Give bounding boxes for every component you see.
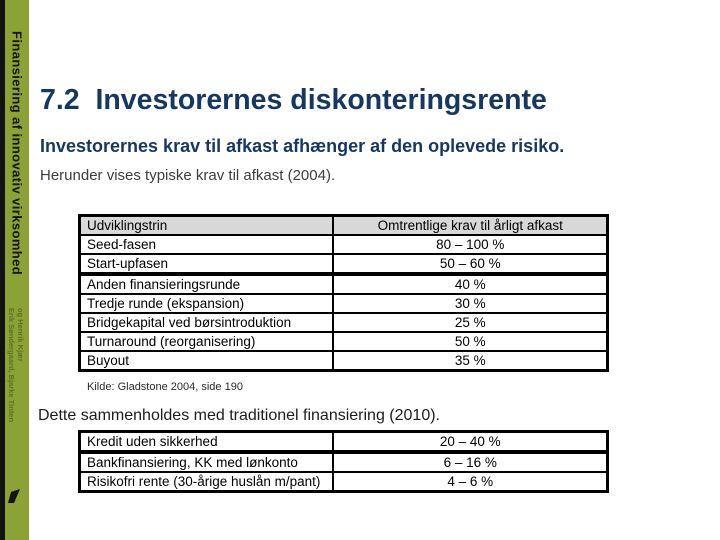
table-row: Risikofri rente (30-årige huslån m/pant)… bbox=[78, 471, 609, 493]
left-edge-bar bbox=[0, 0, 5, 540]
row-value: 4 – 6 % bbox=[332, 471, 609, 493]
row-value: 50 – 60 % bbox=[332, 253, 609, 276]
column-header-afkast: Omtrentlige krav til årligt afkast bbox=[332, 214, 609, 236]
table-row: Anden finansieringsrunde 40 % bbox=[78, 273, 609, 295]
row-value: 30 % bbox=[332, 293, 609, 314]
row-label: Bankfinansiering, KK med lønkonto bbox=[78, 451, 335, 473]
afkast-table: Udviklingstrin Omtrentlige krav til årli… bbox=[78, 214, 609, 372]
row-label: Buyout bbox=[78, 350, 335, 372]
row-label: Seed-fasen bbox=[78, 234, 335, 255]
finansiering-table: Kredit uden sikkerhed 20 – 40 % Bankfinans… bbox=[78, 430, 609, 493]
table-row: Bankfinansiering, KK med lønkonto 6 – 16 … bbox=[78, 451, 609, 473]
row-value: 80 – 100 % bbox=[332, 234, 609, 255]
row-label: Bridgekapital ved børsintroduktion bbox=[78, 312, 335, 333]
row-value: 35 % bbox=[332, 350, 609, 372]
note-text: Herunder vises typiske krav til afkast (… bbox=[40, 167, 336, 184]
source-line: Kilde: Gladstone 2004, side 190 bbox=[87, 381, 243, 393]
lead-text: Investorernes krav til afkast afhænger a… bbox=[40, 136, 565, 156]
sidebar-authors-line1: Erik Søndergaard, Bjarke Tinten bbox=[7, 308, 16, 423]
sidebar-book-title-text: Finansiering af innovativ virksomhed bbox=[9, 31, 25, 276]
row-label: Anden finansieringsrunde bbox=[78, 273, 335, 295]
table-row: Seed-fasen 80 – 100 % bbox=[78, 234, 609, 255]
table-row: Turnaround (reorganisering) 50 % bbox=[78, 331, 609, 352]
table-row: Tredje runde (ekspansion) 30 % bbox=[78, 293, 609, 314]
row-value: 50 % bbox=[332, 331, 609, 352]
table-row: Kredit uden sikkerhed 20 – 40 % bbox=[78, 430, 609, 454]
sidebar bbox=[5, 0, 29, 540]
row-label: Kredit uden sikkerhed bbox=[78, 430, 335, 454]
table-header-row: Udviklingstrin Omtrentlige krav til årli… bbox=[78, 214, 609, 236]
table-row: Buyout 35 % bbox=[78, 350, 609, 372]
row-label: Start-upfasen bbox=[78, 253, 335, 276]
sidebar-book-title: Finansiering af innovativ virksomhed bbox=[5, 31, 29, 275]
column-header-udviklingstrin: Udviklingstrin bbox=[78, 214, 335, 236]
row-value: 40 % bbox=[332, 273, 609, 295]
row-label: Tredje runde (ekspansion) bbox=[78, 293, 335, 314]
row-value: 25 % bbox=[332, 312, 609, 333]
sidebar-authors: Erik Søndergaard, Bjarke Tinten og Henri… bbox=[7, 308, 25, 440]
row-label: Risikofri rente (30-årige huslån m/pant) bbox=[78, 471, 335, 493]
table-row: Start-upfasen 50 – 60 % bbox=[78, 253, 609, 276]
row-value: 6 – 16 % bbox=[332, 451, 609, 473]
page-title: 7.2 Investorernes diskonteringsrente bbox=[40, 84, 547, 116]
flag-logo-icon bbox=[6, 488, 21, 504]
sidebar-authors-line2: og Henrik Kjær bbox=[16, 308, 25, 362]
table-row: Bridgekapital ved børsintroduktion 25 % bbox=[78, 312, 609, 333]
row-label: Turnaround (reorganisering) bbox=[78, 331, 335, 352]
row-value: 20 – 40 % bbox=[332, 430, 609, 454]
comparison-heading: Dette sammenholdes med traditionel finan… bbox=[38, 407, 440, 424]
